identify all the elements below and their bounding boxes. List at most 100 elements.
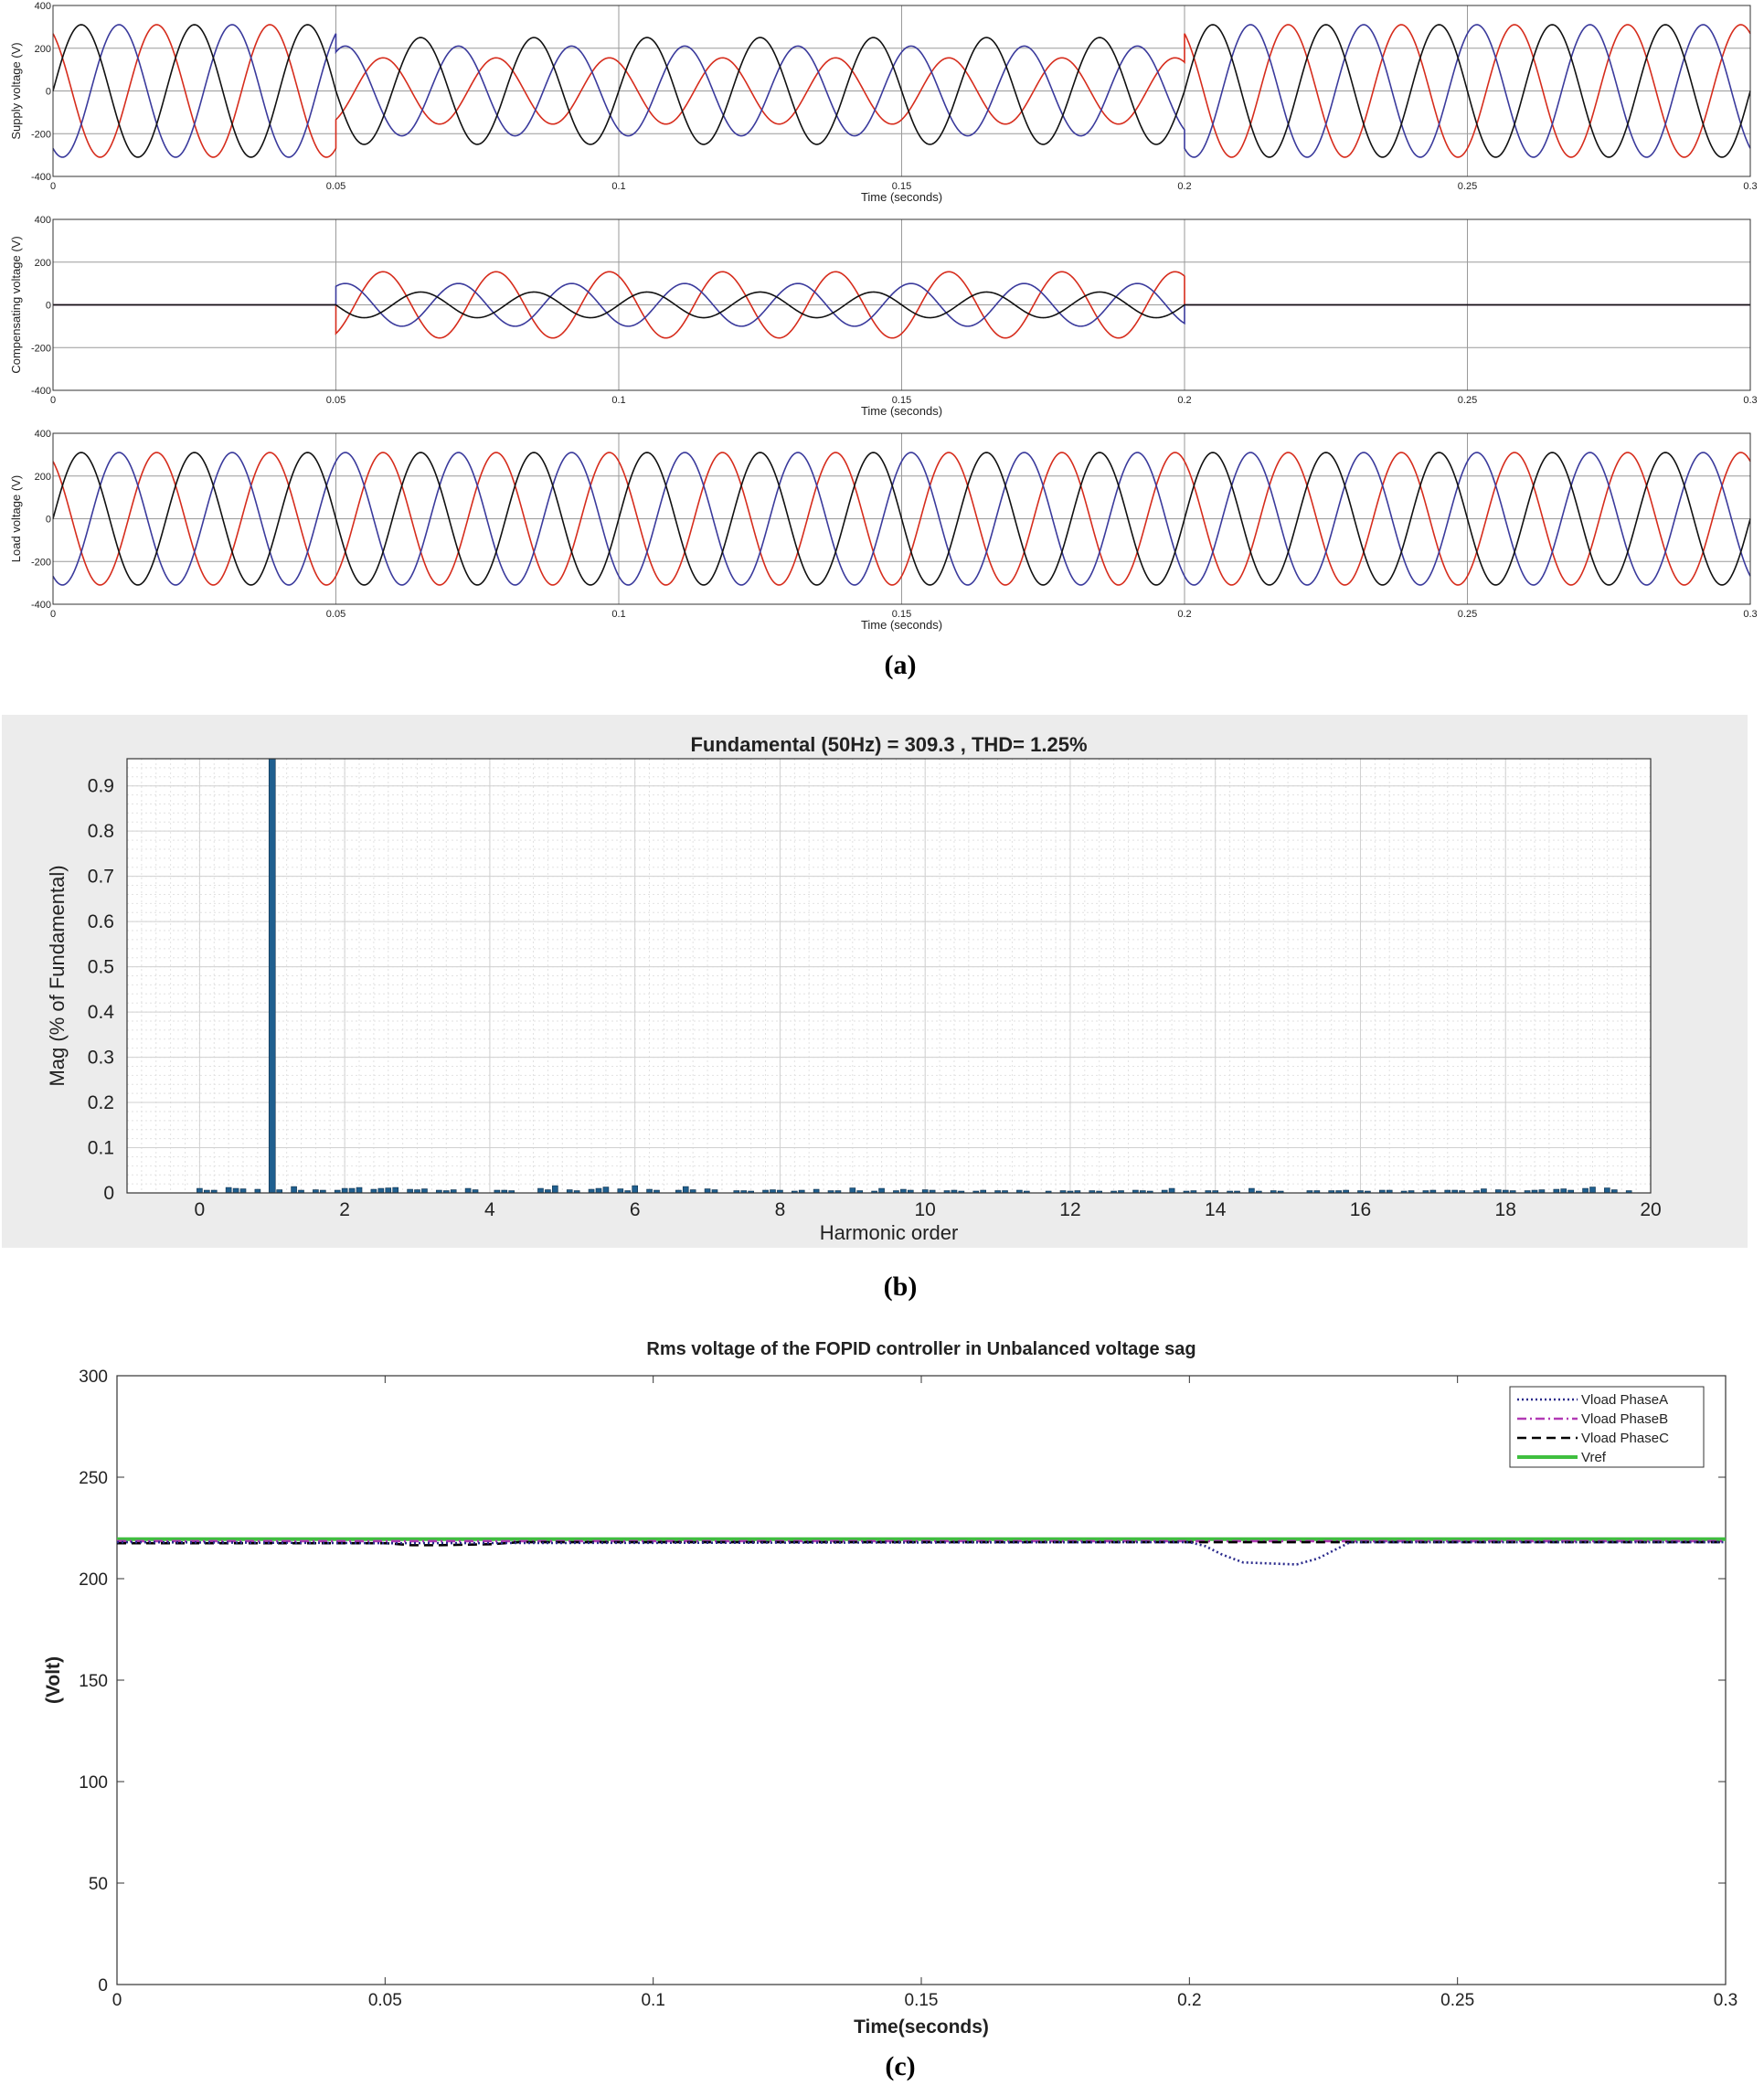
x-tick-label: 0 <box>50 395 56 406</box>
plot-frame <box>52 218 1751 391</box>
phase-1-trace <box>52 452 1751 586</box>
chart-title: Fundamental (50Hz) = 309.3 , THD= 1.25% <box>690 733 1087 756</box>
x-tick-label: 16 <box>1350 1199 1371 1220</box>
y-tick-label: 0.4 <box>88 1002 115 1023</box>
y-axis-label: Mag (% of Fundamental) <box>46 865 69 1086</box>
y-tick-label: 0 <box>46 87 51 98</box>
y-tick-label: 0 <box>46 515 51 526</box>
x-axis-label: Harmonic order <box>820 1221 959 1244</box>
chart-title: Rms voltage of the FOPID controller in U… <box>646 1339 1195 1359</box>
x-tick-label: 6 <box>630 1199 641 1220</box>
caption-c: (c) <box>885 2051 915 2081</box>
phase-2-trace <box>52 24 1751 158</box>
harmonic-bar <box>878 1187 885 1194</box>
y-tick-label: 250 <box>79 1469 108 1488</box>
harmonic-bar <box>239 1188 247 1194</box>
y-axis-label: (Volt) <box>43 1656 64 1704</box>
harmonic-bar <box>356 1187 363 1194</box>
y-tick-label: 200 <box>35 472 51 483</box>
x-tick-label: 0.05 <box>326 609 345 620</box>
x-tick-label: 0 <box>50 609 56 620</box>
harmonic-bar <box>225 1187 232 1194</box>
harmonic-bar <box>682 1186 689 1194</box>
harmonic-bar <box>341 1187 348 1194</box>
harmonic-bar <box>464 1187 472 1194</box>
harmonic-bar <box>1604 1187 1610 1194</box>
x-tick-label: 12 <box>1059 1199 1080 1220</box>
harmonic-bar <box>1249 1187 1255 1194</box>
x-tick-label: 2 <box>339 1199 350 1220</box>
harmonic-bar <box>632 1185 638 1194</box>
x-tick-label: 0.2 <box>1177 1991 1201 2010</box>
x-tick-label: 10 <box>915 1199 936 1220</box>
y-tick-label: 0.6 <box>88 911 114 932</box>
y-tick-label: 400 <box>35 429 51 440</box>
harmonic-bar <box>1582 1187 1589 1194</box>
y-tick-label: 0 <box>46 301 51 312</box>
y-tick-label: 300 <box>79 1368 108 1387</box>
y-tick-label: 150 <box>79 1672 108 1691</box>
y-tick-label: -400 <box>31 600 51 611</box>
y-tick-label: 400 <box>35 215 51 226</box>
x-tick-label: 4 <box>484 1199 495 1220</box>
x-tick-label: 0.05 <box>326 181 345 192</box>
plot-frame <box>52 5 1751 177</box>
y-tick-label: -200 <box>31 557 51 568</box>
legend-label: Vload PhaseB <box>1581 1411 1668 1427</box>
harmonic-bar <box>617 1188 624 1194</box>
harmonic-bar <box>385 1187 392 1194</box>
waveform-panel-3: 0 0.05 0.1 0.15 0.2 0.25 0.3 -400 -200 0 200 400 Tim… <box>9 429 1758 632</box>
y-tick-label: 400 <box>35 1 51 12</box>
plot-frame <box>126 758 1652 1194</box>
caption-a: (a) <box>885 650 917 680</box>
phase-3-trace <box>52 24 1751 158</box>
phase-2-trace <box>52 452 1751 586</box>
x-tick-label: 0.15 <box>892 395 911 406</box>
harmonic-bar <box>1481 1188 1487 1194</box>
x-tick-label: 0.25 <box>1458 609 1477 620</box>
y-axis-label: Compensating voltage (V) <box>9 236 23 373</box>
y-tick-label: -400 <box>31 172 51 183</box>
legend-label: Vload PhaseA <box>1581 1392 1668 1408</box>
harmonic-bar <box>348 1187 356 1194</box>
harmonic-bar <box>197 1187 203 1194</box>
x-tick-label: 0.1 <box>611 395 625 406</box>
y-tick-label: -200 <box>31 129 51 140</box>
y-tick-label: 200 <box>35 44 51 55</box>
x-tick-label: 0.1 <box>611 181 625 192</box>
x-axis-label: Time (seconds) <box>861 404 942 418</box>
x-tick-label: 0 <box>195 1199 206 1220</box>
y-tick-label: 0.5 <box>88 957 114 978</box>
x-axis-label: Time (seconds) <box>861 618 942 632</box>
harmonic-bar <box>1560 1188 1567 1194</box>
harmonic-bar <box>232 1187 239 1194</box>
x-tick-label: 0.15 <box>892 609 911 620</box>
y-tick-label: 200 <box>35 258 51 269</box>
harmonic-bar <box>392 1187 399 1194</box>
y-tick-label: 0 <box>103 1183 114 1204</box>
y-tick-label: -400 <box>31 386 51 397</box>
legend: Vload PhaseA Vload PhaseB Vload PhaseC Vref <box>1509 1386 1705 1468</box>
y-tick-label: -200 <box>31 343 51 354</box>
plot-area <box>116 1375 1727 1985</box>
x-tick-label: 0.3 <box>1714 1991 1737 2010</box>
x-tick-label: 0.3 <box>1743 395 1757 406</box>
phase-3-trace <box>53 291 1750 319</box>
x-tick-label: 0.2 <box>1177 609 1191 620</box>
x-axis-label: Time(seconds) <box>854 2017 989 2038</box>
x-tick-label: 0.3 <box>1743 181 1757 192</box>
harmonic-bar <box>268 758 276 1194</box>
caption-b: (b) <box>884 1272 918 1302</box>
harmonic-bar <box>595 1187 602 1194</box>
harmonic-bar <box>552 1185 558 1194</box>
y-tick-label: 0.3 <box>88 1048 114 1069</box>
x-tick-label: 0.25 <box>1458 395 1477 406</box>
x-tick-label: 0.1 <box>611 609 625 620</box>
x-tick-label: 0.05 <box>368 1991 402 2010</box>
x-tick-label: 0.15 <box>892 181 911 192</box>
series-1-line <box>116 1540 1726 1566</box>
harmonic-bar <box>377 1187 385 1194</box>
harmonic-spectrum-panel: 0 2 4 6 8 10 12 14 16 18 20 0 0.1 0.2 0.3 0.4 0.5 0.6 0.7 0… <box>2 715 1748 1248</box>
x-tick-label: 0.05 <box>326 395 345 406</box>
